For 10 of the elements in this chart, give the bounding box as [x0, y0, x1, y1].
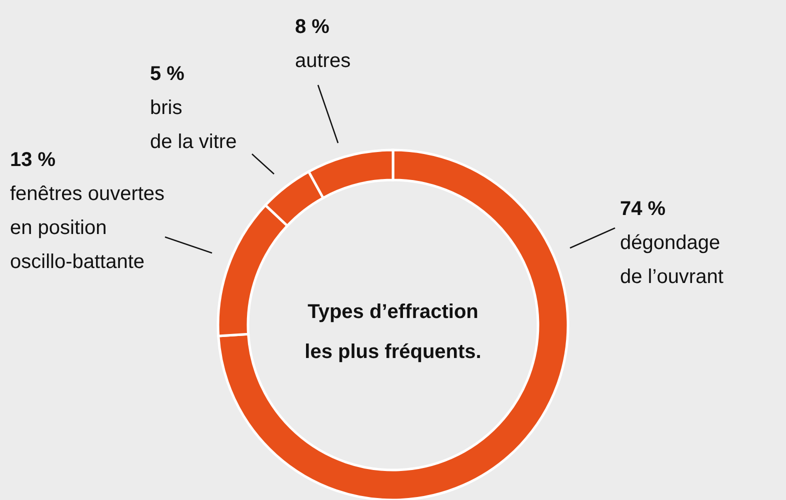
- donut-slice: [217, 148, 570, 500]
- data-label: 74 %: [620, 198, 666, 220]
- slice-label: fenêtres ouvertes en position oscillo-battante: [10, 183, 165, 273]
- slice-label: bris de la vitre: [150, 97, 237, 153]
- data-label: 5 %: [150, 63, 185, 85]
- data-label: 13 %: [10, 149, 56, 171]
- slice-label: dégondage de l’ouvrant: [620, 232, 724, 288]
- text: Types d’effraction les plus fréquents.: [304, 301, 482, 363]
- slice-label: autres: [295, 50, 351, 72]
- data-label: 8 %: [295, 16, 330, 38]
